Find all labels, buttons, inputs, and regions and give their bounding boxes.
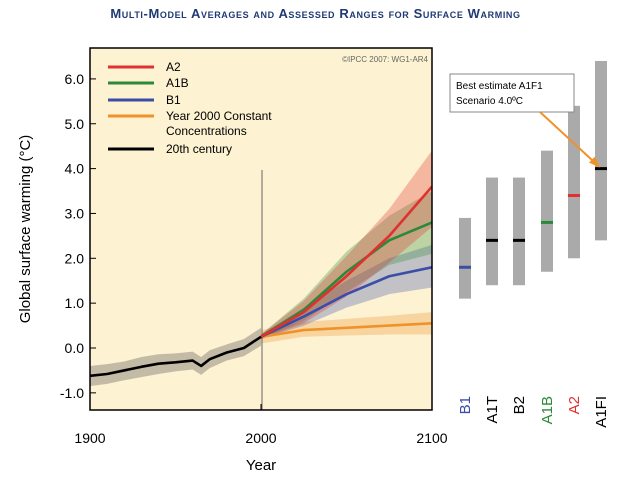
callout-arrow-shaft bbox=[539, 111, 598, 166]
copyright-text: ©IPCC 2007: WG1-AR4 bbox=[342, 55, 428, 64]
callout-box bbox=[449, 73, 575, 113]
range-bar-b1 bbox=[459, 217, 471, 299]
y-tick-label: 2.0 bbox=[65, 250, 85, 266]
legend-label: 20th century bbox=[166, 142, 232, 156]
series-line bbox=[260, 322, 432, 339]
x-tick-label: 2000 bbox=[245, 430, 276, 446]
y-axis-label: Global surface warming (°C) bbox=[17, 135, 34, 324]
range-bar-a1fi bbox=[595, 60, 607, 241]
y-tick-label: 0.0 bbox=[65, 340, 85, 356]
series-line bbox=[90, 335, 262, 378]
y-tick-label: 1.0 bbox=[65, 295, 85, 311]
range-bar-label: B1 bbox=[457, 396, 474, 414]
uncertainty-band bbox=[261, 150, 432, 340]
range-bar-label: A2 bbox=[566, 396, 583, 414]
range-bar-b2 bbox=[513, 177, 525, 286]
range-bar-label: A1T bbox=[484, 396, 501, 424]
y-tick-label: 3.0 bbox=[65, 205, 85, 221]
range-bar-label: B2 bbox=[511, 396, 528, 414]
range-bar-a1t bbox=[486, 177, 498, 286]
uncertainty-band bbox=[261, 191, 432, 340]
x-tick-label: 2100 bbox=[416, 430, 447, 446]
y-tick-label: 4.0 bbox=[65, 161, 85, 177]
y-tick-label: 6.0 bbox=[65, 71, 85, 87]
callout-line1: Best estimate A1F1 bbox=[456, 81, 543, 92]
series-line bbox=[260, 265, 432, 338]
range-bar-a2 bbox=[568, 105, 580, 259]
plot-background bbox=[90, 48, 432, 410]
uncertainty-band bbox=[90, 327, 261, 387]
x-axis-label: Year bbox=[246, 457, 276, 474]
legend-label-line2: Concentrations bbox=[166, 124, 247, 138]
y-tick-label: -1.0 bbox=[60, 385, 84, 401]
range-bar-a1b bbox=[541, 150, 553, 272]
legend-label: B1 bbox=[166, 93, 181, 107]
chart-title: Multi-Model Averages and Assessed Ranges… bbox=[110, 6, 521, 21]
legend-label-line1: Year 2000 Constant bbox=[166, 109, 272, 123]
x-tick-label: 1900 bbox=[74, 430, 105, 446]
callout-line2: Scenario 4.0ºC bbox=[456, 96, 523, 107]
callout-arrow-head bbox=[589, 156, 600, 168]
series-line bbox=[260, 185, 432, 338]
legend-label: Year 2000 Constant Concentrations bbox=[166, 109, 272, 138]
range-bar-label: A1FI bbox=[593, 396, 610, 428]
legend-label: A1B bbox=[166, 76, 189, 90]
range-bar-label: A1B bbox=[539, 396, 556, 424]
legend-label: A2 bbox=[166, 60, 181, 74]
y-tick-label: 5.0 bbox=[65, 116, 85, 132]
